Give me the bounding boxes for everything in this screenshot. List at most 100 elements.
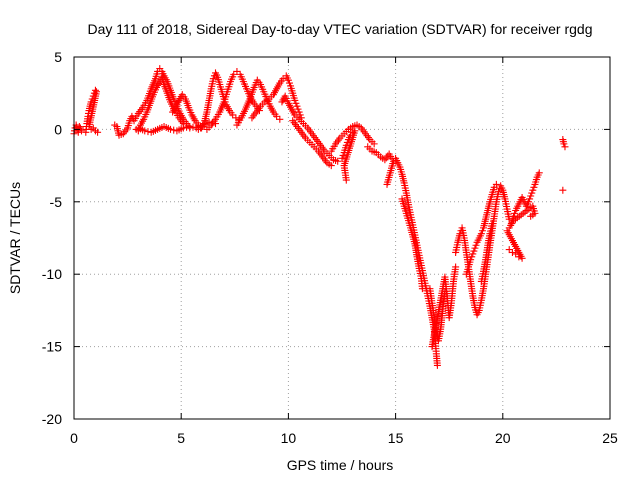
data-point — [186, 123, 194, 131]
series-sat-b — [82, 86, 102, 136]
series-sat-u — [462, 180, 500, 278]
data-point — [292, 99, 300, 107]
series-sat-q — [398, 195, 426, 293]
data-point — [166, 125, 174, 133]
data-point — [338, 154, 346, 162]
data-point — [334, 157, 342, 165]
data-point — [183, 123, 191, 131]
data-point — [229, 111, 237, 119]
data-point — [526, 195, 534, 203]
data-point — [467, 256, 475, 264]
data-point — [492, 180, 500, 188]
x-tick-label: 25 — [602, 430, 618, 446]
series-sat-f — [169, 91, 206, 132]
data-point — [209, 75, 217, 83]
y-tick-label: -15 — [42, 339, 62, 355]
x-tick-label: 5 — [177, 430, 185, 446]
data-point — [94, 128, 102, 136]
data-point — [343, 138, 351, 146]
data-point — [339, 151, 347, 159]
data-point — [452, 263, 460, 271]
data-point — [233, 67, 241, 75]
x-tick-label: 0 — [70, 430, 78, 446]
data-point — [441, 288, 449, 296]
scatter-points — [70, 65, 569, 369]
series-sat-y — [559, 136, 569, 194]
series-sat-k — [278, 92, 342, 165]
data-point — [273, 112, 281, 120]
series-sat-v — [477, 220, 496, 285]
data-point — [527, 212, 535, 220]
data-point — [505, 246, 513, 254]
y-axis-label: SDTVAR / TECUs — [7, 182, 23, 294]
data-point — [418, 285, 426, 293]
data-point — [529, 186, 537, 194]
data-point — [560, 140, 568, 148]
plot-frame — [73, 56, 611, 420]
data-point — [293, 102, 301, 110]
data-point — [527, 192, 535, 200]
data-point — [76, 124, 84, 132]
data-point — [342, 141, 350, 149]
data-point — [471, 244, 479, 252]
y-tick-label: 0 — [54, 121, 62, 137]
data-point — [279, 75, 287, 83]
x-tick-label: 10 — [281, 430, 297, 446]
y-tick-label: -5 — [50, 194, 63, 210]
series-sat-j — [248, 72, 305, 122]
data-point — [472, 241, 480, 249]
data-point — [141, 127, 149, 135]
y-tick-label: -10 — [42, 266, 62, 282]
x-tick-label: 15 — [388, 430, 404, 446]
data-point — [478, 227, 486, 235]
grid — [74, 57, 610, 419]
data-point — [511, 209, 519, 217]
x-tick-label: 20 — [495, 430, 511, 446]
data-point — [276, 115, 284, 123]
data-point — [530, 183, 538, 191]
data-point — [294, 105, 302, 113]
data-point — [200, 120, 208, 128]
data-point — [468, 253, 476, 261]
data-point — [285, 79, 293, 87]
series-sat-o — [364, 143, 397, 188]
series-sat-n — [338, 127, 359, 184]
series-sat-w — [507, 169, 543, 228]
data-point — [477, 230, 485, 238]
data-point — [230, 70, 238, 78]
data-point — [327, 162, 335, 170]
data-point — [179, 124, 187, 132]
series-sat-c — [111, 65, 194, 139]
data-point — [199, 123, 207, 131]
data-point — [433, 361, 441, 369]
data-point — [291, 96, 299, 104]
data-point — [488, 220, 496, 228]
series-sat-m — [327, 121, 378, 155]
axis-ticks: 0 5 10 15 20 25 5 0 -5 -10 -15 -20 — [42, 49, 618, 446]
x-axis-label: GPS time / hours — [287, 457, 394, 473]
data-point — [470, 247, 478, 255]
data-point — [535, 169, 543, 177]
data-point — [508, 248, 516, 256]
data-point — [78, 127, 86, 135]
data-point — [559, 186, 567, 194]
series-sat-t — [452, 182, 513, 319]
data-point — [75, 123, 83, 131]
data-point — [284, 76, 292, 84]
data-point — [525, 198, 533, 206]
data-point — [342, 176, 350, 184]
series-sat-h — [203, 67, 263, 133]
y-tick-label: -20 — [42, 411, 62, 427]
series-sat-x — [503, 202, 539, 262]
chart-title: Day 111 of 2018, Sidereal Day-to-day VTE… — [88, 21, 593, 37]
data-point — [561, 143, 569, 151]
series-sat-s — [426, 285, 449, 345]
series-sat-l — [289, 117, 335, 170]
series-sat-r — [428, 263, 460, 351]
y-tick-label: 5 — [54, 49, 62, 65]
data-point — [370, 140, 378, 148]
data-point — [469, 250, 477, 258]
data-point — [383, 180, 391, 188]
